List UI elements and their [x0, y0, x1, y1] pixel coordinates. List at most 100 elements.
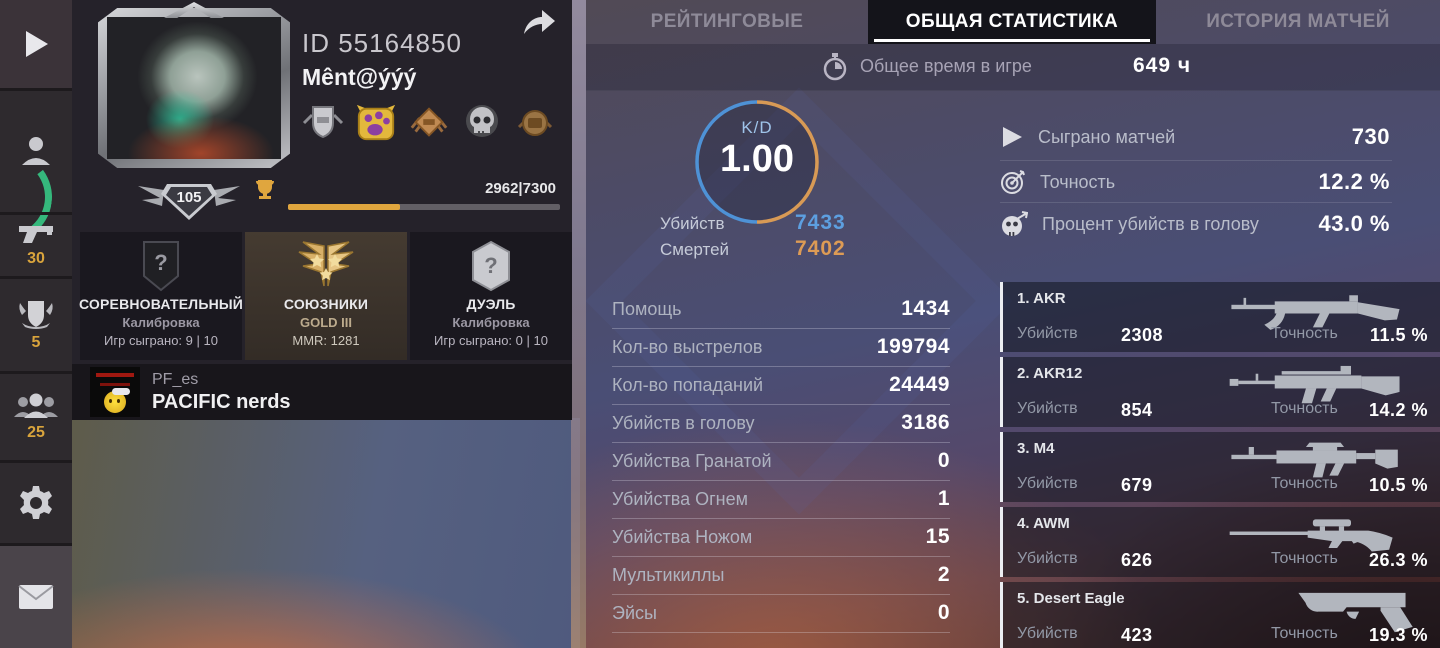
allies-rank-icon [298, 241, 354, 287]
time-in-game-label: Общее время в игре [860, 56, 1032, 76]
deaths-value: 7402 [795, 237, 846, 260]
headshot-percent-value: 43.0 % [1318, 211, 1390, 236]
clan-row[interactable]: PF_es PACIFIC nerds [72, 364, 572, 420]
weapon-card[interactable]: 3. M4 Убийств 679 Точность 10.5 % [1000, 432, 1440, 502]
matches-play-icon [1003, 127, 1022, 147]
background-gradient-left [72, 418, 580, 648]
weapon-card[interactable]: 2. AKR12 Убийств 854 Точность 14.2 % [1000, 357, 1440, 427]
mode-subtitle: Калибровка [122, 315, 200, 330]
share-button[interactable] [522, 8, 556, 41]
tab-match-history[interactable]: ИСТОРИЯ МАТЧЕЙ [1206, 11, 1390, 32]
accuracy-target-icon [1001, 170, 1025, 194]
clan-name: PACIFIC nerds [152, 390, 291, 413]
matches-value: 730 [1351, 124, 1390, 149]
weapon-card[interactable]: 1. AKR Убийств 2308 Точность 11.5 % [1000, 282, 1440, 352]
mode-card-competitive[interactable]: ? СОРЕВНОВАТЕЛЬНЫЙ Калибровка Игр сыгран… [78, 232, 244, 360]
stat-row: Кол-во выстрелов 199794 [612, 328, 950, 367]
kd-value: 1.00 [720, 138, 794, 180]
mode-card-duel[interactable]: ? ДУЭЛЬ Калибровка Игр сыграно: 0 | 10 [410, 232, 572, 360]
svg-text:?: ? [154, 250, 167, 275]
accuracy-value: 12.2 % [1318, 169, 1390, 194]
sidebar-item-mail[interactable] [0, 546, 72, 648]
m4-rifle-icon [1231, 442, 1398, 478]
sidebar-item-profile[interactable] [0, 91, 72, 211]
tab-rating[interactable]: РЕЙТИНГОВЫЕ [650, 11, 804, 32]
mode-title: ДУЭЛЬ [466, 296, 516, 312]
bronze-wings-badge[interactable] [408, 100, 450, 146]
sidebar-item-play[interactable] [0, 0, 72, 88]
sidebar-item-settings[interactable] [0, 463, 72, 543]
weapon-card[interactable]: 4. AWM Убийств 626 Точность 26.3 % [1000, 507, 1440, 577]
awm-sniper-icon [1229, 519, 1393, 552]
sidebar-item-medals[interactable]: 5 [0, 279, 72, 371]
mode-title: СОРЕВНОВАТЕЛЬНЫЙ [78, 296, 244, 312]
mode-detail: Игр сыграно: 0 | 10 [434, 333, 548, 348]
stat-row: Убийства Гранатой 0 [612, 442, 950, 481]
level-number: 105 [176, 189, 201, 206]
player-id: ID 55164850 [302, 28, 462, 58]
xp-progress-fill [288, 204, 400, 210]
kd-ring [695, 100, 819, 224]
summary-row-matches: Сыграно матчей 730 [1000, 116, 1392, 158]
kd-label: K/D [741, 118, 773, 137]
stat-row: Мультикиллы 2 [612, 556, 950, 595]
headshot-skull-icon [1002, 211, 1028, 236]
tab-general-stats[interactable]: ОБЩАЯ СТАТИСТИКА [868, 0, 1156, 44]
mode-detail: Игр сыграно: 9 | 10 [104, 333, 218, 348]
friends-icon [14, 393, 58, 418]
play-icon [26, 31, 48, 57]
avatar[interactable] [98, 8, 290, 168]
silver-skull-badge[interactable] [461, 100, 503, 146]
mode-rank: GOLD III [300, 315, 352, 330]
stat-row: Эйсы 0 [612, 594, 950, 633]
clan-logo [90, 367, 140, 417]
clan-tag: PF_es [152, 370, 199, 388]
mode-mmr: MMR: 1281 [292, 333, 360, 348]
player-nickname: Mênt@ýýý [302, 64, 417, 90]
competitive-rank-icon: ? [143, 241, 179, 292]
mode-subtitle: Калибровка [452, 315, 530, 330]
mode-cards: ? СОРЕВНОВАТЕЛЬНЫЙ Калибровка Игр сыгран… [78, 232, 572, 360]
xp-progress-text: 2962|7300 [485, 180, 556, 197]
sidebar-item-friends[interactable]: 25 [0, 374, 72, 460]
medal-shield-icon [19, 300, 53, 329]
badge-row [302, 100, 556, 146]
weapons-count: 30 [27, 249, 45, 267]
summary-row-accuracy: Точность 12.2 % [1000, 161, 1392, 203]
akr-rifle-icon [1231, 295, 1400, 330]
akr12-rifle-icon [1229, 365, 1400, 404]
friends-count: 25 [27, 423, 45, 441]
stopwatch-icon [823, 53, 847, 81]
pistol-icon [19, 225, 53, 243]
level-badge: 105 [138, 184, 240, 220]
weapon-card[interactable]: 5. Desert Eagle Убийств 423 Точность 19.… [1000, 582, 1440, 648]
summary-row-headshot: Процент убийств в голову 43.0 % [1000, 203, 1392, 245]
avatar-image [107, 17, 281, 159]
level-progress-row: 105 2962|7300 [72, 168, 572, 230]
duel-rank-icon: ? [472, 240, 510, 292]
trophy-icon [255, 180, 275, 199]
silver-shield-badge[interactable] [302, 100, 344, 146]
medals-count: 5 [31, 333, 41, 351]
deaths-label: Смертей [660, 240, 730, 259]
stat-row: Убийства Ножом 15 [612, 518, 950, 557]
bronze-emblem-badge[interactable] [514, 100, 556, 146]
share-icon [524, 10, 555, 34]
time-band [586, 44, 1440, 91]
stat-row: Убийства Огнем 1 [612, 480, 950, 519]
gear-icon [20, 486, 52, 519]
divider-strip [571, 0, 586, 648]
profile-panel: ID 55164850 Mênt@ýýý [72, 0, 572, 420]
kills-value: 7433 [795, 211, 846, 234]
desert-eagle-icon [1298, 592, 1413, 633]
sidebar-item-weapons[interactable]: 30 [0, 214, 72, 274]
xp-progress-bar [288, 204, 560, 210]
mode-card-allies[interactable]: СОЮЗНИКИ GOLD III MMR: 1281 [245, 232, 407, 360]
sidebar: 30 5 25 [0, 0, 72, 648]
mode-title: СОЮЗНИКИ [283, 296, 369, 312]
mail-icon [18, 585, 54, 609]
svg-text:?: ? [484, 253, 497, 278]
gold-paw-badge[interactable] [355, 100, 397, 146]
time-in-game-value: 649 ч [1133, 54, 1192, 77]
